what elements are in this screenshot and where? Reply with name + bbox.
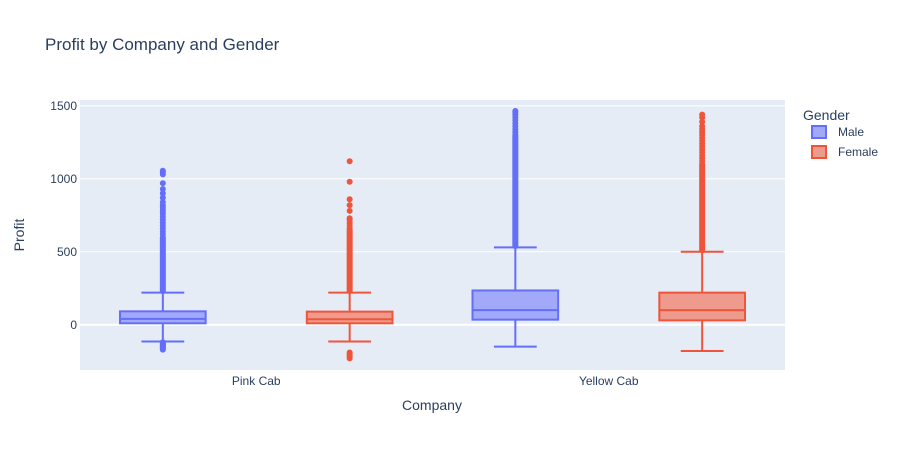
outlier-point [699, 111, 706, 118]
outlier-point [699, 123, 706, 130]
outlier-point [346, 207, 353, 214]
outlier-point [159, 190, 166, 197]
x-tick-label: Yellow Cab [579, 374, 639, 388]
x-tick-label: Pink Cab [232, 374, 281, 388]
outlier-point [699, 118, 706, 125]
iqr-box [658, 291, 746, 322]
outlier-point [346, 158, 353, 165]
iqr-box [305, 310, 394, 325]
legend-label-female: Female [838, 145, 878, 159]
iqr-box [471, 289, 560, 321]
outlier-point [512, 107, 519, 114]
outlier-point [346, 355, 353, 362]
x-axis-title: Company [402, 397, 462, 413]
outlier-point [346, 215, 353, 222]
box-male-yellow-cab [471, 107, 560, 348]
chart-title: Profit by Company and Gender [45, 35, 280, 54]
outlier-point [159, 167, 166, 174]
outlier-point [159, 194, 166, 201]
legend-swatch-female [811, 145, 827, 159]
box-female-pink-cab [305, 158, 394, 362]
legend-swatch-male [811, 125, 827, 139]
box-female-yellow-cab [658, 111, 746, 353]
y-tick-label: 0 [70, 318, 77, 332]
y-tick-label: 500 [57, 245, 77, 259]
y-tick-label: 1500 [50, 99, 77, 113]
box-male-pink-cab [119, 167, 207, 353]
outlier-point [159, 346, 166, 353]
iqr-box [119, 310, 207, 325]
legend-label-male: Male [838, 125, 864, 139]
y-tick-label: 1000 [50, 172, 77, 186]
legend: Gender Male Female [803, 107, 878, 159]
box-traces [119, 107, 746, 362]
outlier-point [346, 196, 353, 203]
outlier-point [159, 180, 166, 187]
gridlines [80, 105, 785, 326]
outlier-point [346, 178, 353, 185]
outlier-point [159, 186, 166, 193]
y-axis-title: Profit [11, 219, 27, 252]
plot-area [80, 100, 785, 370]
legend-title: Gender [803, 107, 850, 123]
x-axis-ticks: Pink Cab Yellow Cab [232, 374, 639, 388]
outlier-point [159, 199, 166, 206]
outlier-point [346, 202, 353, 209]
y-axis-ticks: 0 500 1000 1500 [50, 99, 77, 332]
